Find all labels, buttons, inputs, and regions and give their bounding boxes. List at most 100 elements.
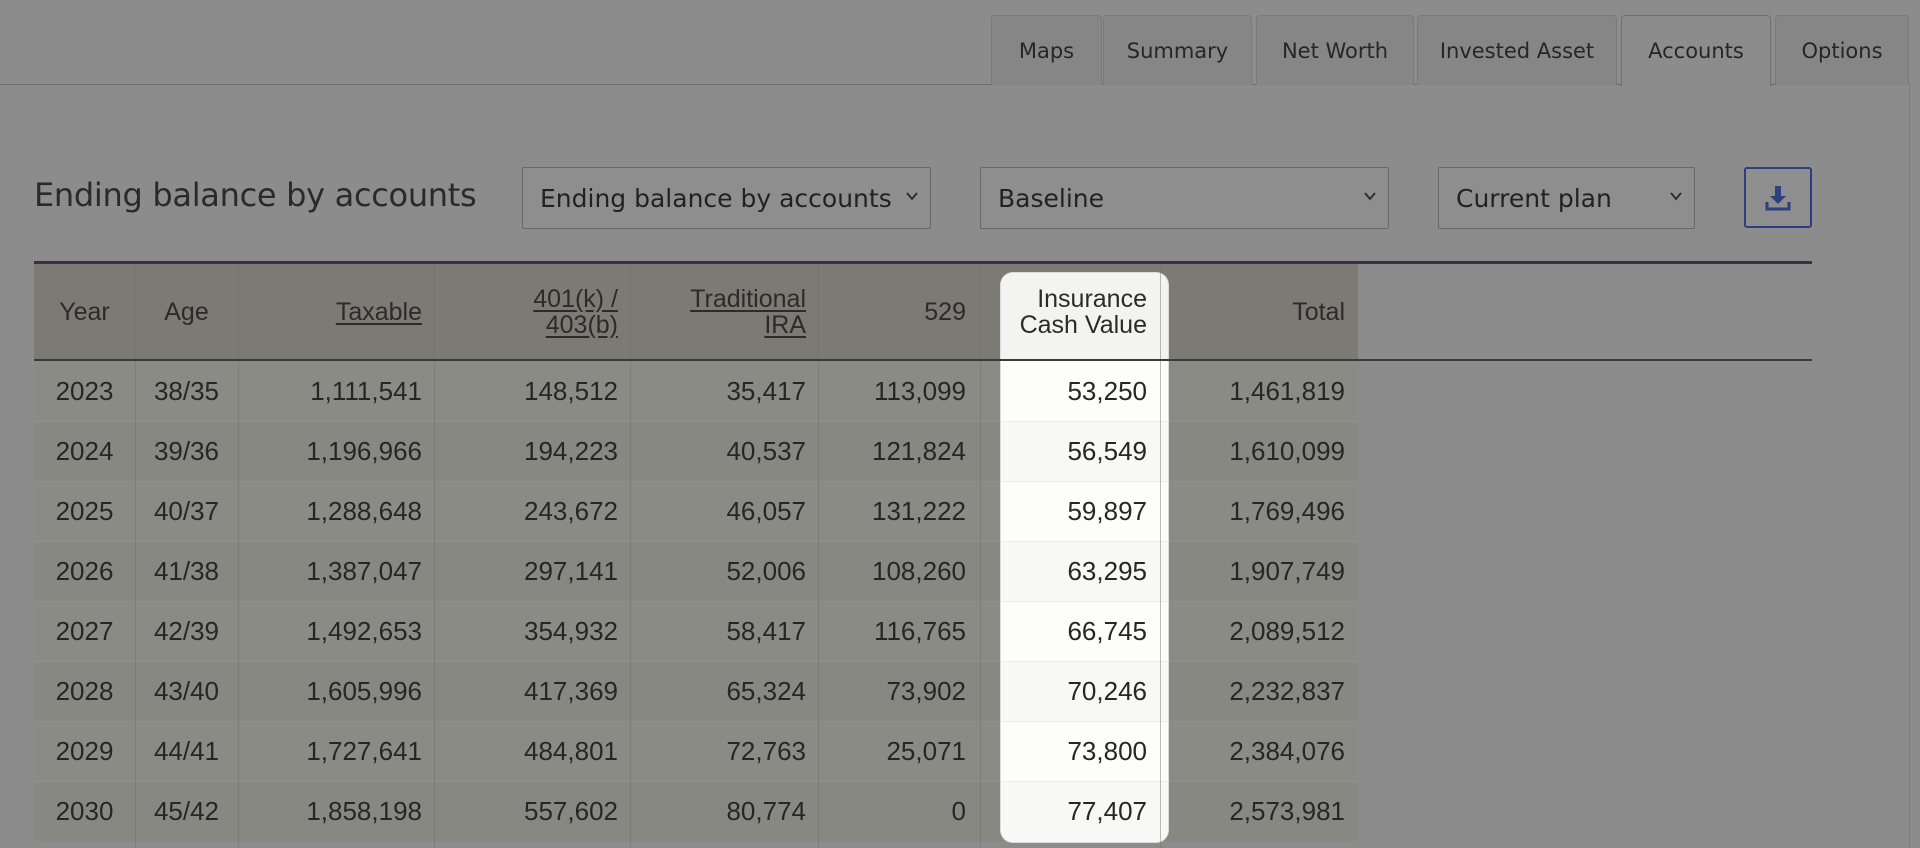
scenario-value: Baseline [998,183,1104,213]
page-title: Ending balance by accounts [34,176,477,214]
tab-label: Invested Asset [1439,38,1595,63]
cell-traditional-ira: 52,006 [726,555,806,586]
cell-year: 2029 [55,735,114,766]
highlighted-cell-bg [1001,721,1168,781]
tab-label: Net Worth [1281,38,1389,63]
cell-529: 73,902 [886,675,966,706]
download-button[interactable] [1744,167,1812,228]
cell-traditional-ira: 72,763 [726,735,806,766]
column-divider [980,264,981,848]
cell-year: 2023 [55,375,114,406]
col-header-label: 401(k) /403(b) [533,286,618,338]
scenario-select[interactable]: Baseline [980,167,1389,229]
cell-age: 41/38 [153,555,220,586]
highlighted-row-separator [1001,661,1168,662]
col-header-401k[interactable]: 401(k) /403(b) [434,264,618,360]
cell-total: 1,610,099 [1229,435,1345,466]
cell-total: 2,089,512 [1229,615,1345,646]
cell-age: 43/40 [153,675,220,706]
col-header-line: IRA [764,311,806,339]
tabs-baseline [0,84,1910,85]
col-header-year: Year [34,264,135,360]
chevron-down-icon [1364,192,1376,201]
tab-invested-asset[interactable]: Invested Asset [1417,15,1617,85]
row-separator [34,721,1358,722]
cell-529: 108,260 [872,555,966,586]
cell-total: 1,907,749 [1229,555,1345,586]
cell-529: 131,222 [872,495,966,526]
highlighted-row-separator [1001,481,1168,482]
cell-year: 2028 [55,675,114,706]
col-header-taxable[interactable]: Taxable [238,264,422,360]
cell-taxable: 1,387,047 [306,555,422,586]
cell-total: 2,384,076 [1229,735,1345,766]
tab-label: Maps [1018,38,1075,63]
cell-529: 116,765 [873,615,966,646]
report-type-select[interactable]: Ending balance by accounts [522,167,931,229]
column-divider [434,264,435,848]
cell-age: 40/37 [153,495,220,526]
download-icon [1765,185,1791,210]
plan-select[interactable]: Current plan [1438,167,1695,229]
highlighted-cell-bg [1001,661,1168,721]
row-separator [34,781,1358,782]
highlighted-cell-bg [1001,781,1168,842]
tab-summary[interactable]: Summary [1103,15,1252,85]
column-divider [1160,264,1161,848]
row-separator [34,421,1358,422]
report-type-value: Ending balance by accounts [540,183,892,213]
cell-taxable: 1,727,641 [306,735,422,766]
tab-options[interactable]: Options [1775,15,1909,85]
highlighted-cell-bg [1001,361,1168,421]
cell-age: 45/42 [153,795,220,826]
cell-taxable: 1,605,996 [306,675,422,706]
highlighted-row-separator [1001,781,1168,782]
cell-year: 2027 [55,615,114,646]
col-header-total: Total [1160,264,1345,360]
cell-taxable: 1,492,653 [306,615,422,646]
cell-529: 25,071 [886,735,966,766]
cell-year: 2025 [55,495,114,526]
col-header-line: 403(b) [545,311,618,339]
col-header-line: Cash Value [1019,311,1147,339]
cell-529: 121,824 [872,435,966,466]
cell-year: 2030 [55,795,114,826]
cell-insurance-cash-value: 63,295 [1067,555,1147,586]
plan-value: Current plan [1456,183,1612,213]
col-header-line: 401(k) / [533,285,618,313]
highlighted-cell-bg [1001,541,1168,601]
cell-age: 42/39 [153,615,220,646]
cell-traditional-ira: 58,417 [726,615,806,646]
highlighted-row-separator [1001,541,1168,542]
tab-label: Summary [1126,38,1229,63]
row-separator [34,661,1358,662]
cell-insurance-cash-value: 77,407 [1067,795,1147,826]
table-top-rule [34,261,1812,264]
cell-insurance-cash-value: 56,549 [1067,435,1147,466]
cell-total: 1,769,496 [1229,495,1345,526]
cell-insurance-cash-value: 66,745 [1067,615,1147,646]
cell-taxable: 1,196,966 [306,435,422,466]
tab-net-worth[interactable]: Net Worth [1256,15,1414,85]
cell-529: 0 [951,795,966,826]
tab-accounts[interactable]: Accounts [1621,15,1771,86]
highlighted-cell-bg [1001,481,1168,541]
highlighted-row-separator [1001,601,1168,602]
content-border [1909,84,1910,848]
col-header-529: 529 [818,264,966,360]
cell-traditional-ira: 35,417 [726,375,806,406]
col-header-traditional-ira[interactable]: Traditional IRA [630,264,806,360]
tab-maps[interactable]: Maps [991,15,1102,85]
cell-taxable: 1,111,541 [310,375,422,406]
column-divider [818,264,819,848]
col-header-label: Taxable [335,298,422,326]
cell-traditional-ira: 65,324 [726,675,806,706]
highlighted-row-separator [1001,721,1168,722]
cell-401k: 243,672 [524,495,618,526]
cell-year: 2026 [55,555,114,586]
highlighted-cell-bg [1001,601,1168,661]
chevron-down-icon [1670,192,1682,201]
cell-age: 38/35 [153,375,220,406]
cell-401k: 148,512 [524,375,618,406]
cell-insurance-cash-value: 73,800 [1067,735,1147,766]
